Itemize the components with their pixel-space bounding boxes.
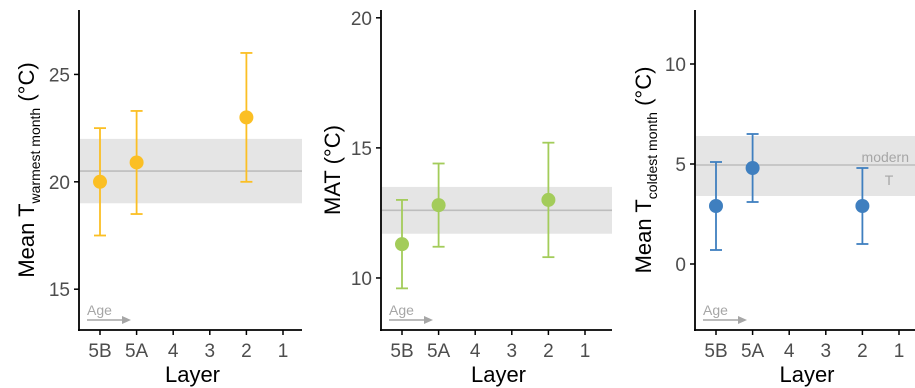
y-axis-title-main: Mean T (631, 199, 656, 273)
data-point-group (431, 162, 446, 248)
age-arrow-head (122, 316, 131, 324)
age-label: Age (389, 302, 414, 318)
data-point-group (541, 141, 556, 259)
x-tick-label: 4 (784, 341, 795, 362)
y-tick-label: 20 (351, 9, 372, 30)
x-tick-label: 4 (470, 341, 481, 362)
data-point (93, 174, 107, 189)
data-point (541, 192, 556, 207)
x-axis-title: Layer (779, 362, 834, 387)
panel-2: 10 15 20 5B 5A 4 3 2 1 Layer MAT (°C) Age (320, 9, 612, 387)
x-axis-title: Layer (471, 362, 526, 387)
data-point-group (709, 161, 723, 251)
y-axis-title-subscript: coldest month (644, 112, 660, 199)
y-tick-label: 0 (675, 255, 686, 276)
data-point (431, 198, 446, 213)
y-axis-title-unit: (°C) (631, 67, 656, 112)
data-point-group (129, 110, 144, 215)
x-tick-label: 1 (580, 341, 591, 362)
age-label: Age (87, 302, 112, 318)
y-axis-title: Mean Twarmest month (°C) (14, 62, 43, 277)
data-point (395, 237, 409, 252)
data-point-group (745, 133, 760, 203)
data-point-group (855, 167, 870, 245)
modern-label-t: T (885, 172, 894, 188)
data-point-group (239, 52, 254, 183)
x-tick-label: 2 (857, 341, 868, 362)
reference-band (696, 136, 915, 196)
x-tick-label: 5A (125, 341, 149, 362)
y-tick-label: 15 (351, 139, 372, 160)
data-point-group (93, 127, 107, 237)
y-axis-title-main: Mean T (14, 203, 39, 277)
x-tick-label: 5B (390, 341, 413, 362)
x-tick-label: 2 (543, 341, 554, 362)
x-tick-label: 1 (894, 341, 905, 362)
x-tick-label: 2 (241, 341, 252, 362)
data-point (129, 155, 144, 170)
x-tick-label: 5B (88, 341, 111, 362)
y-tick-label: 10 (665, 55, 686, 76)
y-axis-title: MAT (°C) (320, 125, 345, 215)
data-point (239, 110, 254, 125)
x-tick-label: 4 (168, 341, 179, 362)
x-axis-title: Layer (165, 362, 220, 387)
y-tick-label: 5 (675, 155, 686, 176)
data-point-group (395, 199, 409, 290)
x-tick-label: 5B (704, 341, 727, 362)
y-axis-title: Mean Tcoldest month (°C) (631, 67, 660, 274)
y-tick-label: 10 (351, 269, 372, 290)
y-axis-title-unit: (°C) (14, 62, 39, 107)
x-tick-label: 3 (507, 341, 518, 362)
y-axis-title-main: MAT (°C) (320, 125, 345, 215)
panel-3: 0 5 10 5B 5A 4 3 2 1 Layer Mean Tcoldest month (°C… (631, 10, 915, 387)
x-tick-label: 1 (278, 341, 289, 362)
age-arrow-head (738, 316, 747, 324)
data-point (709, 199, 723, 213)
x-tick-label: 5A (741, 341, 765, 362)
data-point (855, 199, 870, 213)
data-point (745, 161, 760, 175)
x-tick-label: 5A (427, 341, 451, 362)
modern-label: modern (862, 149, 909, 165)
y-tick-label: 15 (49, 280, 70, 301)
panel-1: 15 20 25 5B 5A 4 3 2 1 Layer Mean Twarmest month (… (14, 10, 302, 387)
age-label: Age (703, 302, 728, 318)
y-tick-label: 20 (49, 173, 70, 194)
x-tick-label: 3 (821, 341, 832, 362)
y-axis-title-subscript: warmest month (27, 108, 43, 205)
x-tick-label: 3 (205, 341, 216, 362)
y-tick-label: 25 (49, 65, 70, 86)
age-arrow-head (424, 316, 433, 324)
